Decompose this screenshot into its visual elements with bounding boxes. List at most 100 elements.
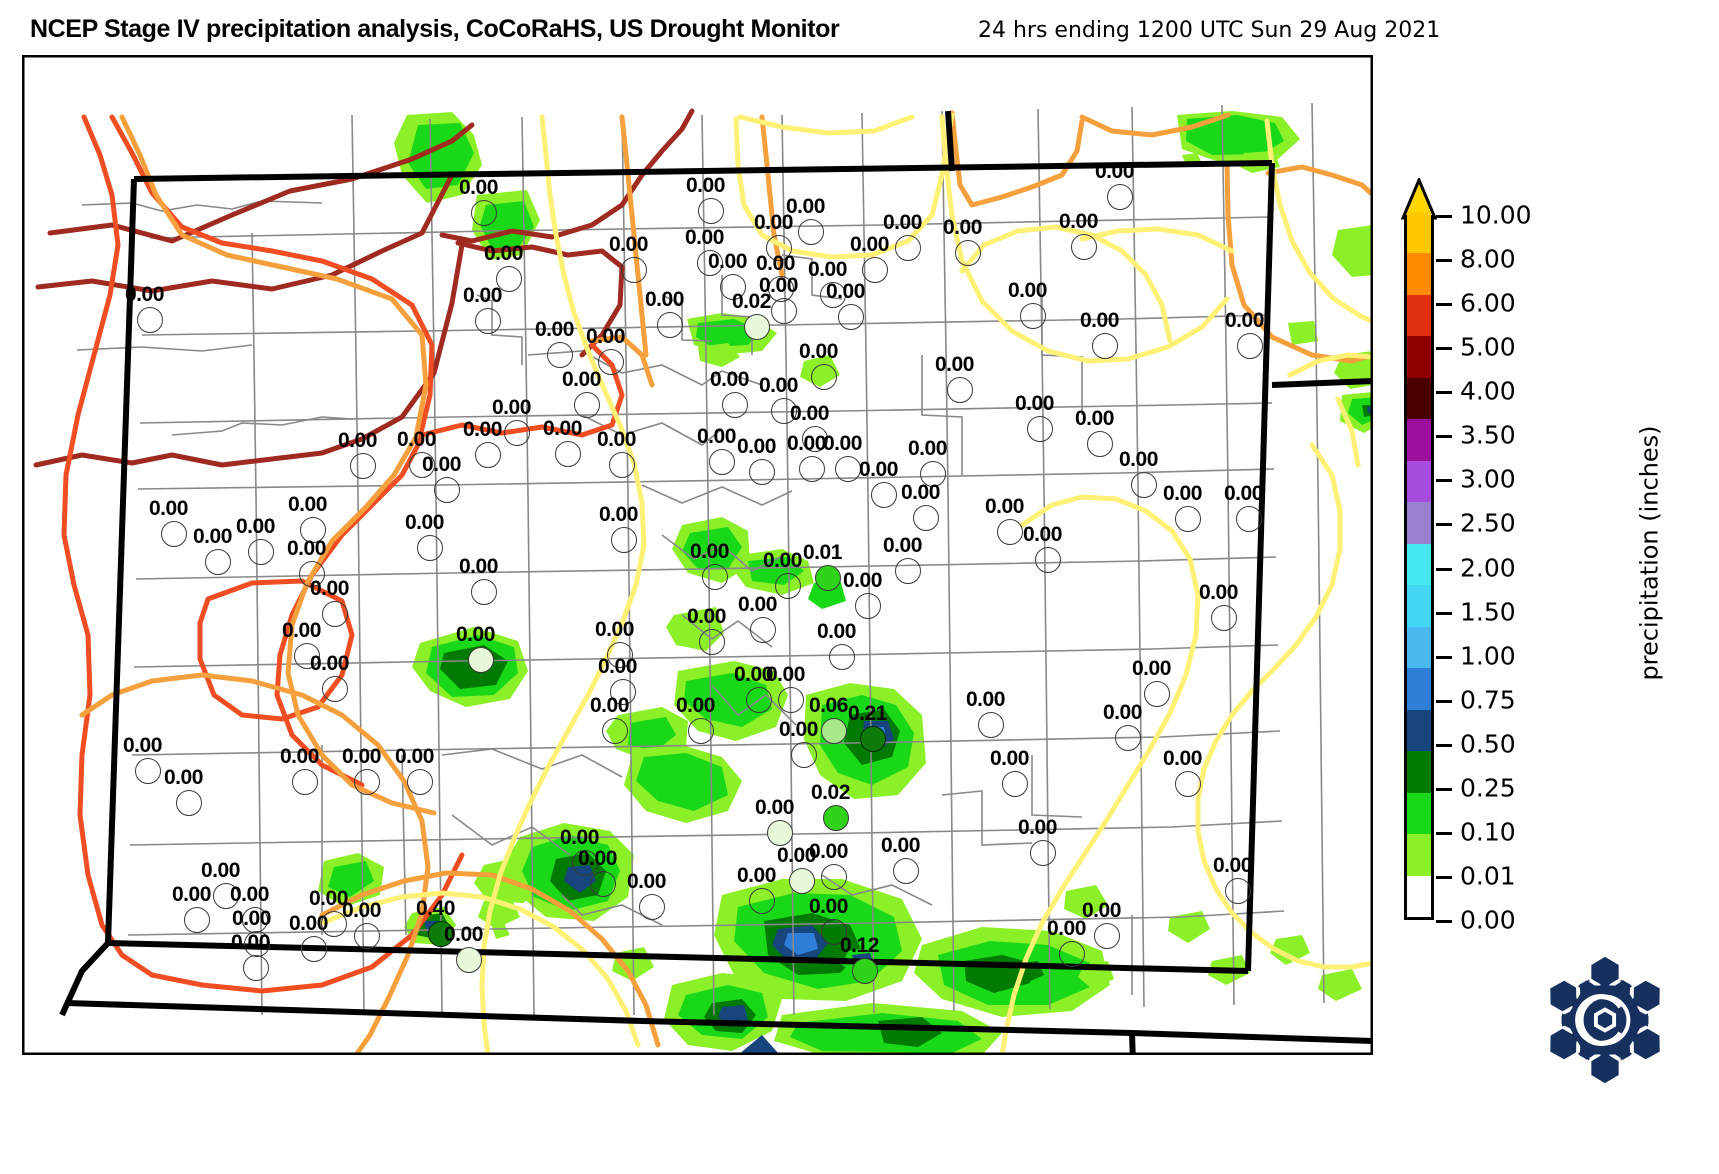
station-marker[interactable]: 0.00 (560, 826, 599, 876)
station-marker[interactable]: 0.00 (1163, 747, 1202, 797)
station-marker[interactable]: 0.00 (338, 429, 377, 479)
station-marker[interactable]: 0.01 (803, 541, 842, 591)
station-marker[interactable]: 0.00 (535, 318, 574, 368)
station-marker[interactable]: 0.00 (935, 353, 974, 403)
station-marker[interactable]: 0.00 (123, 734, 162, 784)
station-marker[interactable]: 0.00 (737, 864, 776, 914)
station-marker[interactable]: 0.00 (843, 569, 882, 619)
station-marker[interactable]: 0.00 (826, 280, 865, 330)
station-marker[interactable]: 0.00 (236, 515, 275, 565)
station-marker[interactable]: 0.00 (459, 176, 498, 226)
station-marker[interactable]: 0.00 (710, 368, 749, 418)
station-marker[interactable]: 0.02 (811, 781, 850, 831)
station-marker[interactable]: 0.06 (809, 694, 848, 744)
station-marker[interactable]: 0.00 (708, 250, 747, 300)
station-marker[interactable]: 0.00 (1132, 657, 1171, 707)
station-marker[interactable]: 0.00 (786, 195, 825, 245)
station-marker[interactable]: 0.00 (1103, 701, 1142, 751)
station-marker[interactable]: 0.00 (809, 840, 848, 890)
station-marker[interactable]: 0.00 (193, 525, 232, 575)
station-marker[interactable]: 0.00 (808, 258, 847, 308)
station-marker[interactable]: 0.12 (840, 934, 879, 984)
station-marker[interactable]: 0.00 (985, 495, 1024, 545)
station-marker[interactable]: 0.00 (1095, 160, 1134, 210)
station-marker[interactable]: 0.00 (1082, 899, 1121, 949)
station-marker[interactable]: 0.00 (201, 859, 240, 909)
station-marker[interactable]: 0.00 (990, 747, 1029, 797)
station-marker[interactable]: 0.00 (908, 437, 947, 487)
station-marker[interactable]: 0.00 (850, 233, 889, 283)
station-marker[interactable]: 0.00 (686, 174, 725, 224)
station-marker[interactable]: 0.00 (289, 912, 328, 962)
station-marker[interactable]: 0.00 (1163, 482, 1202, 532)
station-marker[interactable]: 0.00 (809, 895, 848, 945)
station-marker[interactable]: 0.00 (288, 493, 327, 543)
station-marker[interactable]: 0.00 (1047, 917, 1086, 967)
station-marker[interactable]: 0.00 (779, 718, 818, 768)
station-marker[interactable]: 0.00 (759, 274, 798, 324)
station-marker[interactable]: 0.00 (1023, 523, 1062, 573)
station-marker[interactable]: 0.00 (755, 796, 794, 846)
station-marker[interactable]: 0.00 (787, 432, 826, 482)
station-marker[interactable]: 0.00 (777, 844, 816, 894)
station-marker[interactable]: 0.00 (1075, 407, 1114, 457)
station-marker[interactable]: 0.00 (901, 481, 940, 531)
station-marker[interactable]: 0.00 (422, 453, 461, 503)
station-marker[interactable]: 0.00 (766, 663, 805, 713)
station-marker[interactable]: 0.00 (1224, 482, 1263, 532)
station-marker[interactable]: 0.00 (881, 834, 920, 884)
station-marker[interactable]: 0.00 (1059, 210, 1098, 260)
station-marker[interactable]: 0.00 (342, 899, 381, 949)
station-marker[interactable]: 0.00 (456, 623, 495, 673)
colorbar[interactable]: 10.00 8.00 6.00 5.00 4.00 3.50 3.00 2.50 2.00 1.5… (1398, 178, 1698, 935)
station-marker[interactable]: 0.00 (405, 511, 444, 561)
station-marker[interactable]: 0.00 (1199, 581, 1238, 631)
station-marker[interactable]: 0.00 (790, 402, 829, 452)
station-marker[interactable]: 0.00 (172, 883, 211, 933)
station-marker[interactable]: 0.00 (310, 577, 349, 627)
station-marker[interactable]: 0.00 (883, 211, 922, 261)
station-marker[interactable]: 0.40 (416, 897, 455, 947)
station-marker[interactable]: 0.00 (738, 593, 777, 643)
station-marker[interactable]: 0.00 (1225, 309, 1264, 359)
station-marker[interactable]: 0.00 (280, 745, 319, 795)
station-marker[interactable]: 0.00 (125, 283, 164, 333)
station-marker[interactable]: 0.00 (645, 288, 684, 338)
station-marker[interactable]: 0.00 (599, 503, 638, 553)
station-marker[interactable]: 0.00 (734, 663, 773, 713)
station-marker[interactable]: 0.00 (759, 374, 798, 424)
station-marker[interactable]: 0.00 (1008, 279, 1047, 329)
station-marker[interactable]: 0.00 (463, 284, 502, 334)
station-marker[interactable]: 0.00 (823, 432, 862, 482)
station-marker[interactable]: 0.00 (484, 242, 523, 292)
station-marker[interactable]: 0.00 (562, 368, 601, 418)
station-marker[interactable]: 0.00 (310, 652, 349, 702)
station-marker[interactable]: 0.00 (737, 435, 776, 485)
station-marker[interactable]: 0.00 (697, 425, 736, 475)
station-marker[interactable]: 0.00 (459, 555, 498, 605)
station-marker[interactable]: 0.00 (1080, 309, 1119, 359)
station-marker[interactable]: 0.00 (627, 870, 666, 920)
station-marker[interactable]: 0.02 (732, 290, 771, 340)
station-marker[interactable]: 0.00 (149, 497, 188, 547)
station-marker[interactable]: 0.00 (754, 211, 793, 261)
station-marker[interactable]: 0.00 (799, 340, 838, 390)
station-marker[interactable]: 0.00 (397, 428, 436, 478)
map-panel[interactable]: 0.00 0.00 0.00 0.00 0.00 0.00 0.00 0.00 0.00 0.00… (22, 55, 1373, 1055)
station-marker[interactable]: 0.00 (943, 216, 982, 266)
station-marker[interactable]: 0.00 (287, 537, 326, 587)
station-marker[interactable]: 0.00 (685, 226, 724, 276)
station-marker[interactable]: 0.00 (444, 923, 483, 973)
station-marker[interactable]: 0.00 (590, 694, 629, 744)
station-marker[interactable]: 0.00 (817, 620, 856, 670)
station-marker[interactable]: 0.00 (687, 605, 726, 655)
station-marker[interactable]: 0.00 (1119, 448, 1158, 498)
station-marker[interactable]: 0.00 (164, 766, 203, 816)
station-marker[interactable]: 0.00 (395, 745, 434, 795)
station-marker[interactable]: 0.00 (231, 931, 270, 981)
station-marker[interactable]: 0.00 (282, 619, 321, 669)
station-marker[interactable]: 0.00 (597, 428, 636, 478)
station-marker[interactable]: 0.00 (342, 745, 381, 795)
station-marker[interactable]: 0.00 (763, 549, 802, 599)
station-marker[interactable]: 0.00 (883, 534, 922, 584)
